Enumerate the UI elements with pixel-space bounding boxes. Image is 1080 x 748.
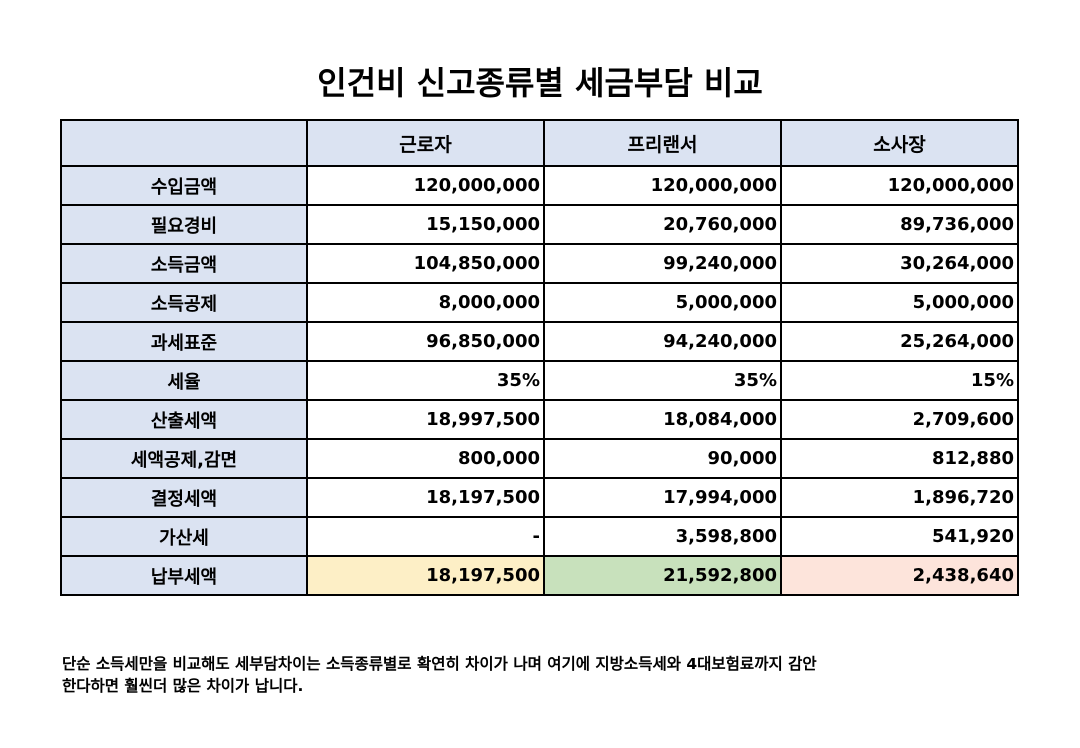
header-owner: 소사장 <box>780 119 1019 167</box>
cell-worker: 18,197,500 <box>306 477 545 518</box>
cell-owner: 89,736,000 <box>780 204 1019 245</box>
cell-freelancer: 20,760,000 <box>543 204 782 245</box>
cell-freelancer: 99,240,000 <box>543 243 782 284</box>
cell-freelancer: 3,598,800 <box>543 516 782 557</box>
cell-worker: 35% <box>306 360 545 401</box>
row-label: 소득금액 <box>60 243 308 284</box>
cell-worker-total: 18,197,500 <box>306 555 545 596</box>
row-label: 가산세 <box>60 516 308 557</box>
cell-owner: 812,880 <box>780 438 1019 479</box>
footnote-line-1: 단순 소득세만을 비교해도 세부담차이는 소득종류별로 확연히 차이가 나며 여… <box>62 655 817 673</box>
table-row: 가산세 - 3,598,800 541,920 <box>60 516 1019 557</box>
table-header-row: 근로자 프리랜서 소사장 <box>60 119 1019 167</box>
row-label: 세액공제,감면 <box>60 438 308 479</box>
cell-owner: 541,920 <box>780 516 1019 557</box>
row-label: 세율 <box>60 360 308 401</box>
table-row: 세율 35% 35% 15% <box>60 360 1019 401</box>
cell-owner: 2,709,600 <box>780 399 1019 440</box>
table-row: 산출세액 18,997,500 18,084,000 2,709,600 <box>60 399 1019 440</box>
table-row: 결정세액 18,197,500 17,994,000 1,896,720 <box>60 477 1019 518</box>
comparison-table: 근로자 프리랜서 소사장 수입금액 120,000,000 120,000,00… <box>60 119 1019 596</box>
cell-worker: 96,850,000 <box>306 321 545 362</box>
cell-owner: 1,896,720 <box>780 477 1019 518</box>
footnote-line-2: 한다하면 훨씬더 많은 차이가 납니다. <box>62 677 304 695</box>
table-row: 과세표준 96,850,000 94,240,000 25,264,000 <box>60 321 1019 362</box>
cell-worker: 18,997,500 <box>306 399 545 440</box>
cell-worker: - <box>306 516 545 557</box>
cell-owner: 30,264,000 <box>780 243 1019 284</box>
cell-worker: 800,000 <box>306 438 545 479</box>
cell-freelancer-total: 21,592,800 <box>543 555 782 596</box>
cell-worker: 8,000,000 <box>306 282 545 323</box>
cell-freelancer: 17,994,000 <box>543 477 782 518</box>
row-label: 수입금액 <box>60 165 308 206</box>
table-row: 소득공제 8,000,000 5,000,000 5,000,000 <box>60 282 1019 323</box>
table-row: 세액공제,감면 800,000 90,000 812,880 <box>60 438 1019 479</box>
cell-freelancer: 90,000 <box>543 438 782 479</box>
row-label: 결정세액 <box>60 477 308 518</box>
cell-worker: 120,000,000 <box>306 165 545 206</box>
row-label: 필요경비 <box>60 204 308 245</box>
row-label: 산출세액 <box>60 399 308 440</box>
cell-freelancer: 18,084,000 <box>543 399 782 440</box>
cell-freelancer: 5,000,000 <box>543 282 782 323</box>
cell-owner: 120,000,000 <box>780 165 1019 206</box>
table-row: 수입금액 120,000,000 120,000,000 120,000,000 <box>60 165 1019 206</box>
table-row-total: 납부세액 18,197,500 21,592,800 2,438,640 <box>60 555 1019 596</box>
table-row: 소득금액 104,850,000 99,240,000 30,264,000 <box>60 243 1019 284</box>
cell-worker: 104,850,000 <box>306 243 545 284</box>
footnote: 단순 소득세만을 비교해도 세부담차이는 소득종류별로 확연히 차이가 나며 여… <box>62 653 1022 697</box>
cell-owner: 5,000,000 <box>780 282 1019 323</box>
cell-freelancer: 35% <box>543 360 782 401</box>
table-row: 필요경비 15,150,000 20,760,000 89,736,000 <box>60 204 1019 245</box>
cell-freelancer: 120,000,000 <box>543 165 782 206</box>
header-worker: 근로자 <box>306 119 545 167</box>
cell-freelancer: 94,240,000 <box>543 321 782 362</box>
cell-owner: 15% <box>780 360 1019 401</box>
header-freelancer: 프리랜서 <box>543 119 782 167</box>
page-title: 인건비 신고종류별 세금부담 비교 <box>317 64 763 102</box>
row-label: 소득공제 <box>60 282 308 323</box>
cell-owner-total: 2,438,640 <box>780 555 1019 596</box>
cell-owner: 25,264,000 <box>780 321 1019 362</box>
cell-worker: 15,150,000 <box>306 204 545 245</box>
header-blank <box>60 119 308 167</box>
row-label: 과세표준 <box>60 321 308 362</box>
row-label: 납부세액 <box>60 555 308 596</box>
